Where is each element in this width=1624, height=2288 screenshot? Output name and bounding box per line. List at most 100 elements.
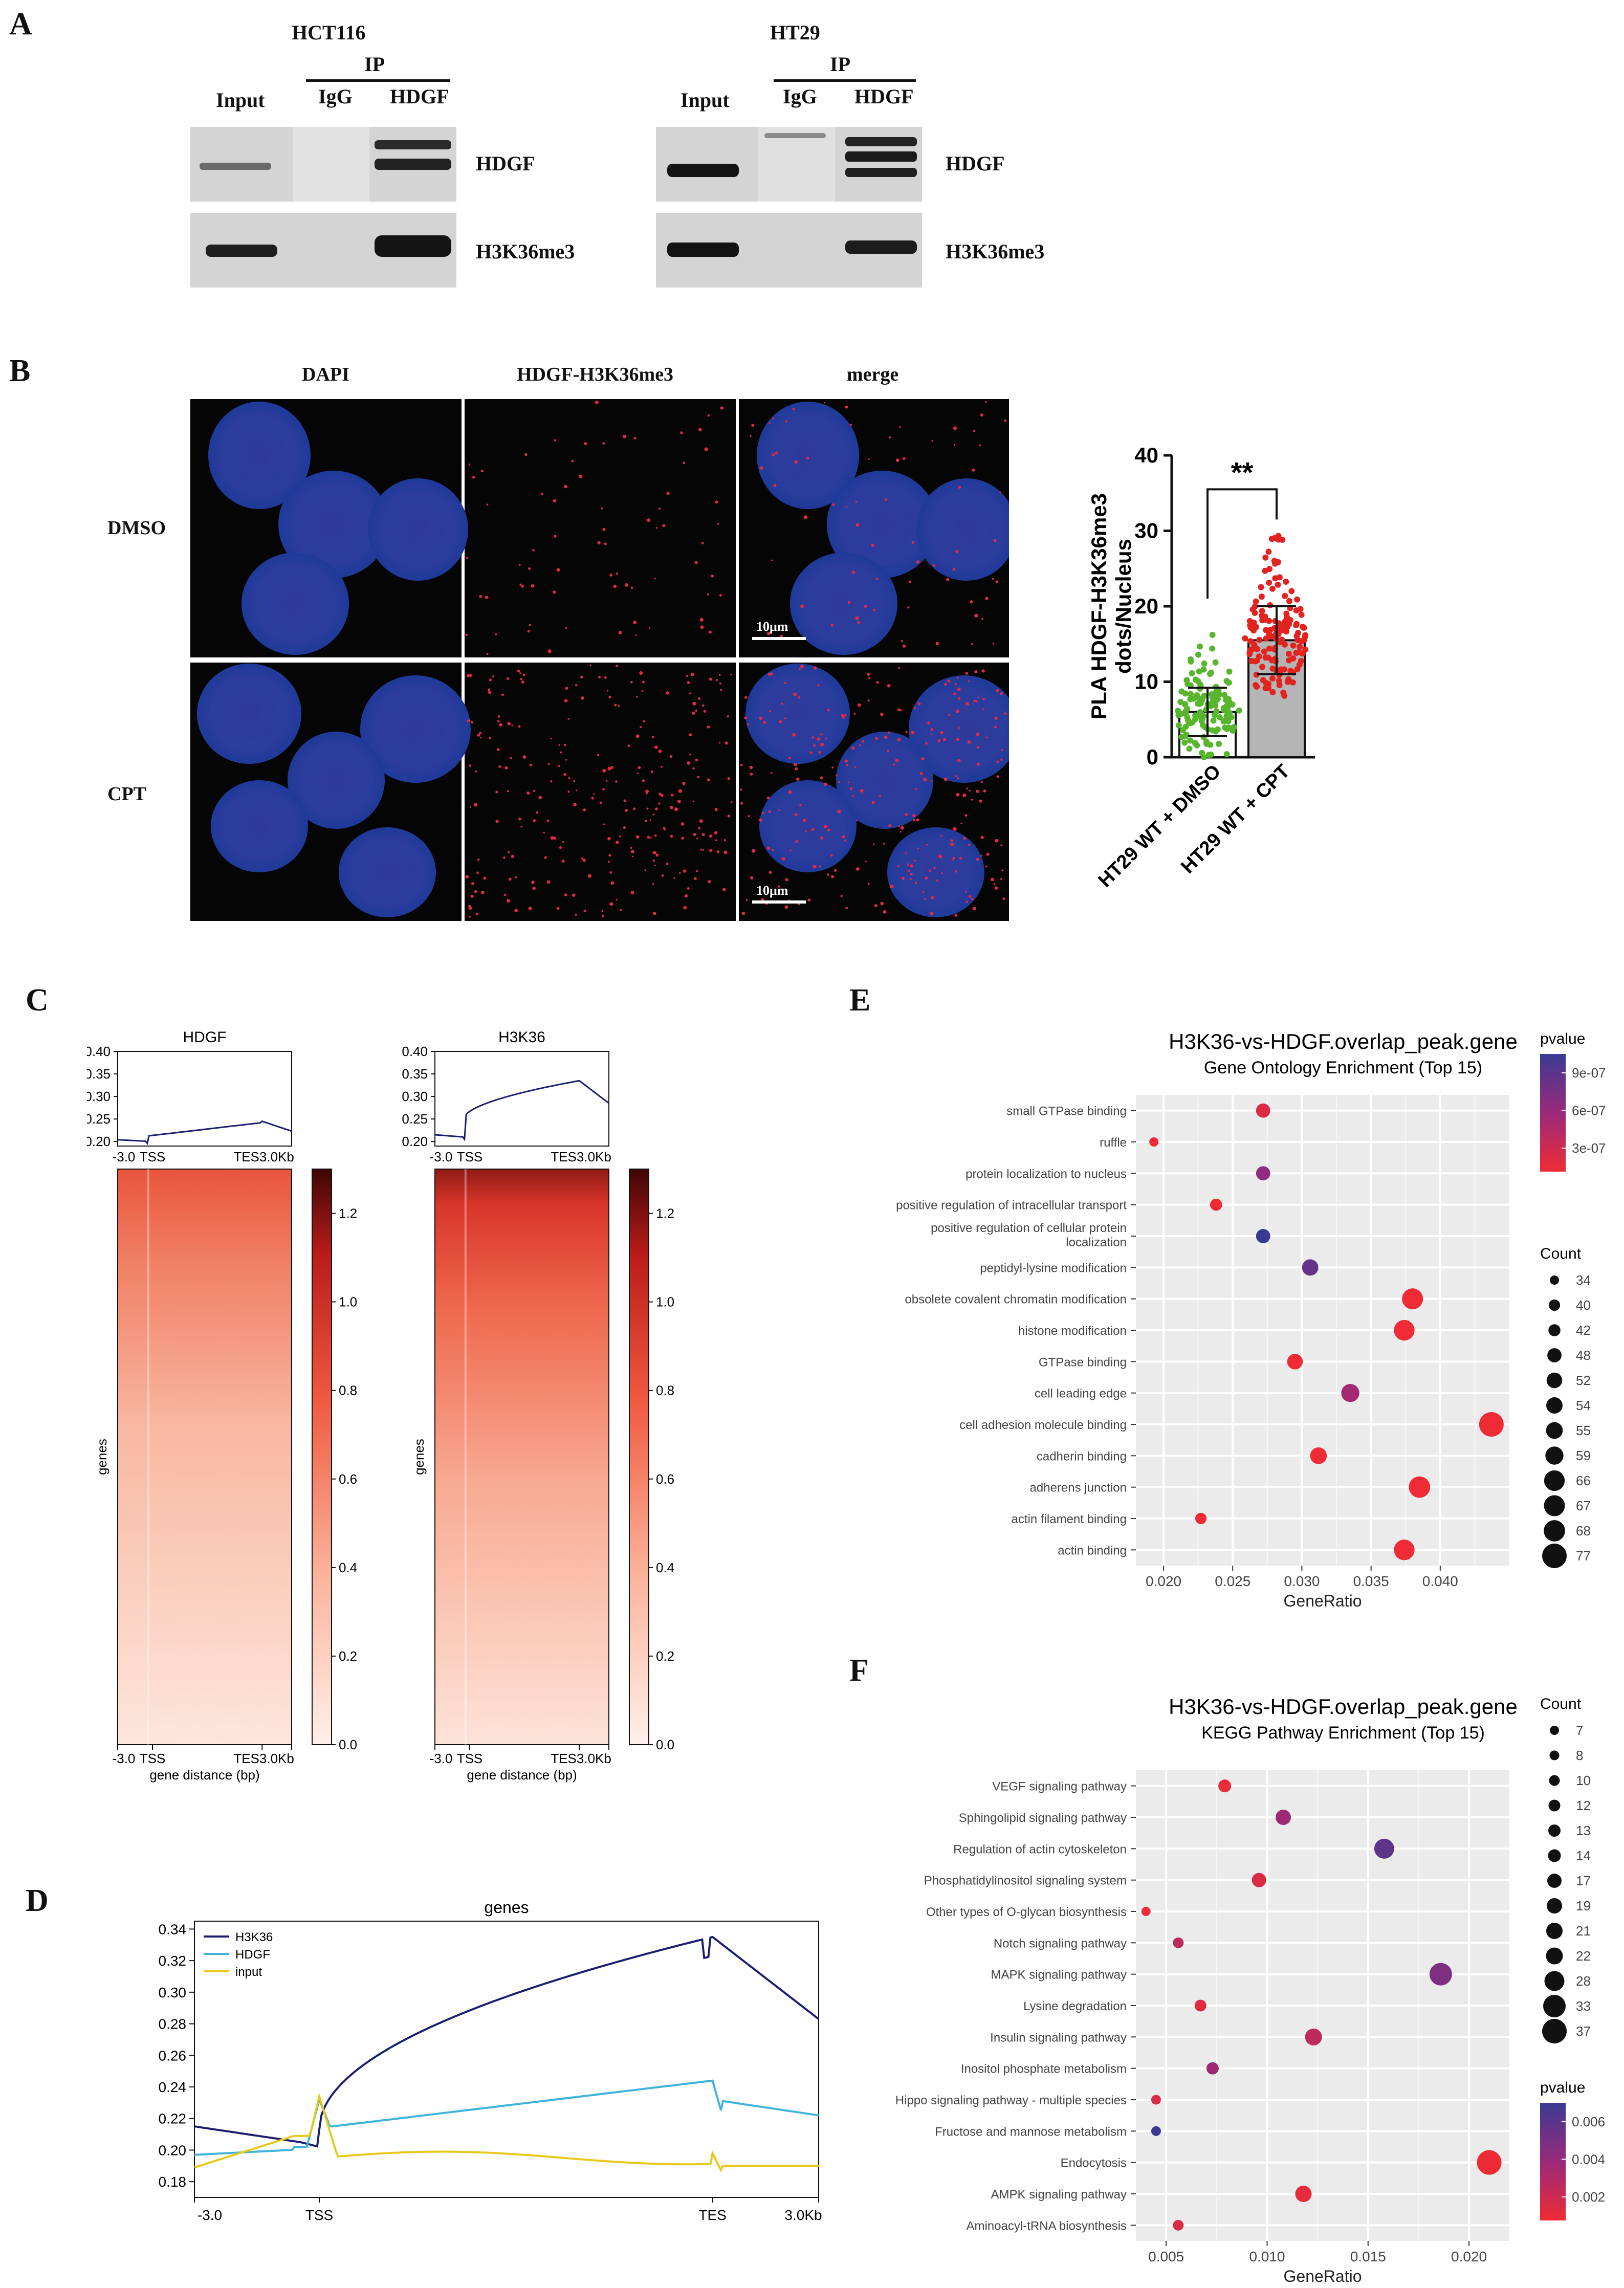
- category-label: ruffle: [1100, 1136, 1127, 1150]
- count-legend-dot: [1542, 2019, 1567, 2043]
- pla-dot: [888, 436, 891, 439]
- category-label: MAPK signaling pathway: [991, 1968, 1127, 1982]
- pla-dot: [960, 822, 962, 825]
- pla-dot: [715, 839, 717, 842]
- row-label-hdgf: HDGF: [476, 152, 535, 175]
- count-legend-label: 10: [1576, 1773, 1591, 1788]
- data-point: [1195, 678, 1201, 685]
- pla-dot: [994, 716, 998, 720]
- count-legend-dot: [1546, 1923, 1563, 1939]
- pla-dot: [479, 737, 482, 739]
- pla-dot: [469, 915, 471, 918]
- data-point: [1178, 734, 1185, 740]
- y-tick-label: 0.20: [159, 2142, 187, 2158]
- colorbar-tick-label: 0.4: [339, 1560, 357, 1575]
- enrichment-dot: [1210, 1198, 1222, 1211]
- colorbar-tick-label: 0.6: [339, 1471, 357, 1487]
- data-point: [1269, 675, 1276, 682]
- pla-dot: [785, 878, 788, 882]
- enrichment-dot: [1194, 1999, 1206, 2012]
- pla-dot: [927, 721, 931, 725]
- pla-dot: [617, 705, 620, 707]
- pla-dot: [954, 870, 957, 873]
- category-label: Insulin signaling pathway: [990, 2031, 1127, 2044]
- pla-dot: [704, 447, 708, 451]
- panel-label-f: F: [849, 1653, 869, 1688]
- pla-dot: [479, 595, 482, 598]
- count-legend-label: 12: [1576, 1798, 1591, 1813]
- pla-dot: [554, 535, 557, 538]
- pla-dot: [670, 794, 674, 797]
- data-point: [1208, 751, 1214, 758]
- pla-dot: [635, 634, 637, 636]
- pla-dot: [868, 676, 870, 679]
- pla-dot: [830, 623, 834, 627]
- pla-dot: [701, 833, 705, 837]
- pla-dot: [679, 872, 681, 874]
- pla-dot: [1000, 758, 1003, 761]
- x-tick-label: TES3.0Kb: [551, 1149, 611, 1164]
- y-tick-label: 0.18: [159, 2174, 187, 2190]
- pla-dot: [910, 878, 912, 881]
- significance-stars: **: [1231, 456, 1254, 488]
- pla-dot: [644, 869, 646, 871]
- pla-dot: [817, 737, 821, 741]
- pla-dot: [744, 696, 748, 699]
- pla-dot: [579, 474, 583, 478]
- pla-dot: [471, 882, 474, 886]
- pla-dot: [853, 713, 856, 715]
- pla-dot: [926, 844, 928, 846]
- pla-dot: [807, 898, 810, 901]
- data-point: [1212, 659, 1219, 666]
- kegg-enrichment-dotplot: H3K36-vs-HDGF.overlap_peak.gene KEGG Path…: [895, 1695, 1605, 2285]
- pla-dot: [834, 869, 837, 872]
- data-point: [1222, 724, 1228, 731]
- pvalue-colorbar: [1540, 2103, 1566, 2220]
- pla-dot: [606, 690, 609, 692]
- enrichment-dot: [1287, 1354, 1303, 1370]
- pla-dot: [465, 875, 469, 879]
- pla-dot: [561, 860, 565, 863]
- data-point: [1290, 655, 1297, 662]
- col-title-merge: merge: [847, 364, 899, 385]
- pla-dot: [616, 573, 619, 575]
- data-point: [1256, 653, 1262, 660]
- data-point: [1187, 737, 1194, 744]
- data-point: [1252, 658, 1259, 665]
- data-point: [1213, 708, 1220, 715]
- y-tick-label: 0.30: [87, 1089, 111, 1104]
- panel-label-a: A: [9, 7, 32, 41]
- pla-dot: [692, 767, 695, 770]
- profile-curve: [117, 1120, 292, 1146]
- pla-dot: [996, 689, 999, 693]
- data-point: [1188, 658, 1194, 665]
- x-axis-label: GeneRatio: [1284, 2267, 1362, 2285]
- pla-dot: [844, 714, 847, 717]
- pla-dot: [907, 869, 910, 872]
- pvalue-tick-label: 0.004: [1572, 2151, 1605, 2167]
- pla-dot: [725, 741, 728, 745]
- count-legend-label: 28: [1576, 1973, 1591, 1989]
- x-tick-label: TES3.0Kb: [551, 1751, 611, 1766]
- pla-dot: [820, 776, 823, 780]
- tss-stripe: [464, 1169, 467, 1745]
- cell-line-ht29: HT29: [770, 21, 820, 44]
- pla-dot: [948, 714, 951, 716]
- data-point: [1286, 598, 1292, 604]
- pla-dot: [669, 755, 673, 758]
- pla-dot: [567, 718, 569, 720]
- data-point: [1269, 689, 1276, 695]
- pla-dot: [899, 426, 901, 428]
- enrichment-dot: [1218, 1779, 1232, 1793]
- pla-dot: [916, 560, 919, 564]
- pla-dot: [720, 689, 722, 691]
- data-point: [1261, 648, 1267, 655]
- pla-dot: [481, 890, 485, 894]
- pla-dot: [544, 856, 547, 859]
- y-tick-label: 0.40: [402, 1044, 428, 1059]
- pla-dot: [994, 886, 998, 890]
- pla-dot: [936, 879, 939, 882]
- pla-dot: [953, 426, 957, 430]
- pla-dot: [931, 733, 933, 735]
- pla-dot: [784, 905, 788, 909]
